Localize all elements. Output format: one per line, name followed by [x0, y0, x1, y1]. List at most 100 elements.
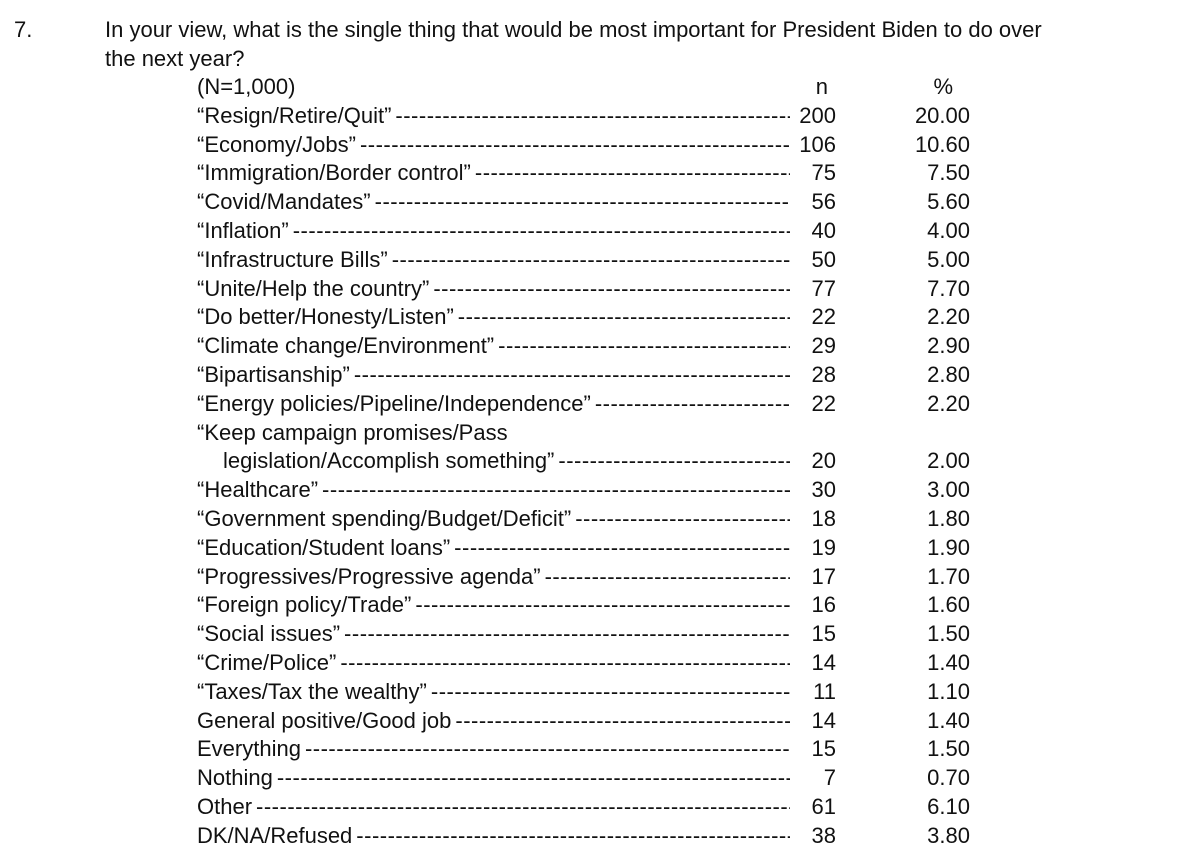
row-pct-value: 1.80	[927, 505, 970, 531]
question-block: 7. In your view, what is the single thin…	[0, 0, 1197, 73]
row-label: Nothing	[197, 765, 273, 791]
row-n-value: 22	[811, 390, 836, 416]
row-pct-value: 0.70	[927, 765, 970, 791]
table-row: “Resign/Retire/Quit” -------------------…	[197, 102, 970, 131]
row-n-value: 15	[811, 736, 836, 762]
table-row: “Foreign policy/Trade” -----------------…	[197, 591, 970, 620]
table-row: “Crime/Police” -------------------------…	[197, 649, 970, 678]
row-n-value: 30	[811, 477, 836, 503]
table-row: Nothing --------------------------------…	[197, 764, 970, 793]
row-n-value: 11	[813, 678, 836, 704]
dash-leader: ----------------------------------------…	[395, 102, 790, 128]
row-label: “Resign/Retire/Quit”	[197, 102, 392, 128]
row-label: “Education/Student loans”	[197, 534, 451, 560]
table-row: “Taxes/Tax the wealthy” ----------------…	[197, 678, 970, 707]
row-n-value: 40	[811, 217, 836, 243]
row-pct-value: 1.50	[927, 736, 970, 762]
row-pct-value: 3.00	[927, 477, 970, 503]
table-row: “Healthcare” ---------------------------…	[197, 476, 970, 505]
dash-leader: ----------------------------------------…	[391, 246, 790, 272]
table-row: “Do better/Honesty/Listen” -------------…	[197, 303, 970, 332]
row-n-value: 17	[811, 563, 836, 589]
results-table: (N=1,000) n % “Resign/Retire/Quit” -----…	[197, 73, 970, 851]
table-row: “Immigration/Border control” -----------…	[197, 159, 970, 188]
row-n-value: 7	[823, 765, 836, 791]
row-label: “Unite/Help the country”	[197, 275, 430, 301]
table-row: “Social issues” ------------------------…	[197, 620, 970, 649]
row-label: “Crime/Police”	[197, 649, 337, 675]
dash-leader: ----------------------------------------…	[256, 793, 790, 819]
row-label: “Economy/Jobs”	[197, 131, 356, 157]
row-pct-value: 3.80	[927, 822, 970, 848]
row-pct-value: 1.40	[927, 707, 970, 733]
row-pct-value: 2.20	[927, 304, 970, 330]
row-pct-value: 10.60	[914, 131, 970, 157]
table-row: “Education/Student loans” --------------…	[197, 534, 970, 563]
row-pct-value: 1.10	[927, 678, 970, 704]
row-n-value: 77	[811, 275, 836, 301]
dash-leader: ----------------------------------------…	[594, 390, 790, 416]
row-label: Other	[197, 793, 253, 819]
table-row: “Government spending/Budget/Deficit” ---…	[197, 505, 970, 534]
row-pct-value: 2.20	[927, 390, 970, 416]
table-row: “Infrastructure Bills” -----------------…	[197, 246, 970, 275]
dash-leader: ----------------------------------------…	[353, 361, 790, 387]
table-row: “Covid/Mandates” -----------------------…	[197, 188, 970, 217]
table-row: “Climate change/Environment” -----------…	[197, 332, 970, 361]
row-label: “Energy policies/Pipeline/Independence”	[197, 390, 591, 416]
row-pct-value: 6.10	[927, 793, 970, 819]
dash-leader: ----------------------------------------…	[455, 707, 790, 733]
table-row-line1: “Keep campaign promises/Pass	[197, 419, 970, 448]
question-text: In your view, what is the single thing t…	[105, 15, 1197, 73]
table-row: DK/NA/Refused --------------------------…	[197, 822, 970, 851]
row-label: “Do better/Honesty/Listen”	[197, 304, 454, 330]
row-pct-value: 7.50	[927, 160, 970, 186]
table-row: Everything -----------------------------…	[197, 735, 970, 764]
table-row: Other ----------------------------------…	[197, 793, 970, 822]
row-pct-value: 5.00	[927, 246, 970, 272]
dash-leader: ----------------------------------------…	[359, 131, 790, 157]
row-n-value: 15	[811, 621, 836, 647]
table-row: “Inflation” ----------------------------…	[197, 217, 970, 246]
row-label: “Progressives/Progressive agenda”	[197, 563, 541, 589]
table-header-row: (N=1,000) n %	[197, 73, 970, 102]
row-label: Everything	[197, 736, 301, 762]
table-row: “Bipartisanship” -----------------------…	[197, 361, 970, 390]
row-pct-value: 2.00	[927, 448, 970, 474]
dash-leader: ----------------------------------------…	[374, 189, 790, 215]
dash-leader: ----------------------------------------…	[457, 304, 790, 330]
dash-leader: ----------------------------------------…	[356, 822, 790, 848]
row-n-value: 19	[811, 534, 836, 560]
row-label: “Immigration/Border control”	[197, 160, 471, 186]
row-label: “Foreign policy/Trade”	[197, 592, 412, 618]
row-label: “Government spending/Budget/Deficit”	[197, 505, 572, 531]
row-n-value: 14	[811, 649, 836, 675]
row-pct-value: 20.00	[914, 102, 970, 128]
dash-leader: ----------------------------------------…	[344, 621, 790, 647]
question-text-line1: In your view, what is the single thing t…	[105, 17, 1042, 42]
row-pct-value: 5.60	[927, 189, 970, 215]
dash-leader: ----------------------------------------…	[430, 678, 790, 704]
dash-leader: ----------------------------------------…	[498, 333, 790, 359]
row-n-value: 16	[811, 592, 836, 618]
row-pct-value: 2.90	[927, 333, 970, 359]
row-n-value: 38	[811, 822, 836, 848]
row-label: “Healthcare”	[197, 477, 319, 503]
row-label: General positive/Good job	[197, 707, 452, 733]
table-row: “Energy policies/Pipeline/Independence” …	[197, 390, 970, 419]
row-pct-value: 1.90	[927, 534, 970, 560]
row-n-value: 20	[811, 448, 836, 474]
table-row: “Economy/Jobs” -------------------------…	[197, 131, 970, 160]
row-label-line1: “Keep campaign promises/Pass	[197, 419, 508, 445]
dash-leader: ----------------------------------------…	[340, 649, 790, 675]
row-label: “Social issues”	[197, 621, 341, 647]
row-pct-value: 1.50	[927, 621, 970, 647]
question-text-line2: the next year?	[105, 46, 245, 71]
row-pct-value: 1.40	[927, 649, 970, 675]
dash-leader: ----------------------------------------…	[454, 534, 790, 560]
row-n-value: 106	[799, 131, 836, 157]
row-label: “Climate change/Environment”	[197, 333, 495, 359]
row-label: “Taxes/Tax the wealthy”	[197, 678, 427, 704]
row-n-value: 14	[811, 707, 836, 733]
dash-leader: ----------------------------------------…	[292, 217, 790, 243]
